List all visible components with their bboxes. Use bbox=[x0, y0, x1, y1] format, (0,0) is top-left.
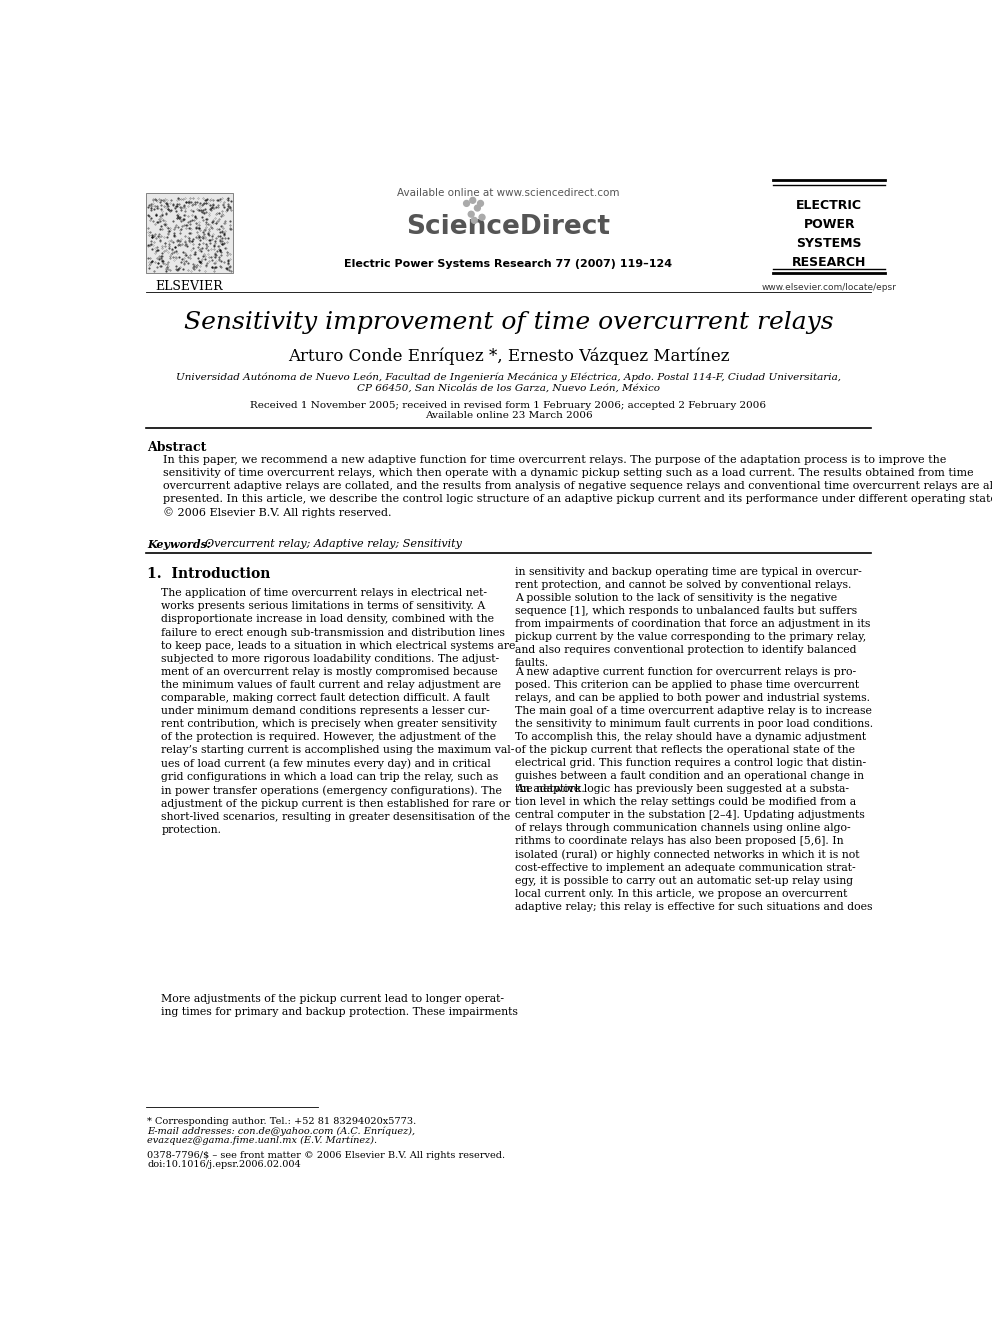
Text: Overcurrent relay; Adaptive relay; Sensitivity: Overcurrent relay; Adaptive relay; Sensi… bbox=[197, 540, 461, 549]
Circle shape bbox=[463, 201, 469, 206]
Text: E-mail addresses: con.de@yahoo.com (A.C. Enríquez),: E-mail addresses: con.de@yahoo.com (A.C.… bbox=[147, 1127, 416, 1136]
Text: A new adaptive current function for overcurrent relays is pro-
posed. This crite: A new adaptive current function for over… bbox=[515, 667, 873, 794]
Text: Available online at www.sciencedirect.com: Available online at www.sciencedirect.co… bbox=[397, 188, 620, 198]
Text: In this paper, we recommend a new adaptive function for time overcurrent relays.: In this paper, we recommend a new adapti… bbox=[163, 455, 992, 519]
Text: Universidad Autónoma de Nuevo León, Facultad de Ingeniería Mecánica y Eléctrica,: Universidad Autónoma de Nuevo León, Facu… bbox=[176, 373, 841, 382]
Circle shape bbox=[474, 205, 480, 210]
Text: Abstract: Abstract bbox=[147, 441, 206, 454]
Text: ScienceDirect: ScienceDirect bbox=[407, 214, 610, 241]
Circle shape bbox=[479, 214, 485, 220]
Text: Received 1 November 2005; received in revised form 1 February 2006; accepted 2 F: Received 1 November 2005; received in re… bbox=[250, 401, 767, 410]
Text: www.elsevier.com/locate/epsr: www.elsevier.com/locate/epsr bbox=[762, 283, 897, 292]
Text: An adaptive logic has previously been suggested at a substa-
tion level in which: An adaptive logic has previously been su… bbox=[515, 785, 872, 912]
Text: Available online 23 March 2006: Available online 23 March 2006 bbox=[425, 411, 592, 421]
Text: 1.  Introduction: 1. Introduction bbox=[147, 566, 271, 581]
FancyBboxPatch shape bbox=[146, 193, 232, 273]
Text: The application of time overcurrent relays in electrical net-
works presents ser: The application of time overcurrent rela… bbox=[161, 589, 516, 835]
Text: Keywords:: Keywords: bbox=[147, 540, 211, 550]
Text: Arturo Conde Enríquez *, Ernesto Vázquez Martínez: Arturo Conde Enríquez *, Ernesto Vázquez… bbox=[288, 348, 729, 365]
Text: CP 66450, San Nicolás de los Garza, Nuevo León, México: CP 66450, San Nicolás de los Garza, Nuev… bbox=[357, 384, 660, 393]
Text: More adjustments of the pickup current lead to longer operat-
ing times for prim: More adjustments of the pickup current l… bbox=[161, 994, 518, 1017]
Circle shape bbox=[468, 212, 474, 217]
Text: Electric Power Systems Research 77 (2007) 119–124: Electric Power Systems Research 77 (2007… bbox=[344, 259, 673, 269]
Text: ELECTRIC
POWER
SYSTEMS
RESEARCH: ELECTRIC POWER SYSTEMS RESEARCH bbox=[792, 198, 866, 269]
Circle shape bbox=[477, 201, 483, 206]
Circle shape bbox=[470, 197, 476, 204]
Text: in sensitivity and backup operating time are typical in overcur-
rent protection: in sensitivity and backup operating time… bbox=[515, 566, 870, 668]
Text: 0378-7796/$ – see front matter © 2006 Elsevier B.V. All rights reserved.: 0378-7796/$ – see front matter © 2006 El… bbox=[147, 1151, 505, 1159]
Text: evazquez@gama.fime.uanl.mx (E.V. Martínez).: evazquez@gama.fime.uanl.mx (E.V. Martíne… bbox=[147, 1136, 377, 1146]
Text: Sensitivity improvement of time overcurrent relays: Sensitivity improvement of time overcurr… bbox=[184, 311, 833, 335]
Text: ELSEVIER: ELSEVIER bbox=[156, 280, 223, 294]
Circle shape bbox=[471, 217, 477, 224]
Text: doi:10.1016/j.epsr.2006.02.004: doi:10.1016/j.epsr.2006.02.004 bbox=[147, 1160, 301, 1168]
Text: * Corresponding author. Tel.: +52 81 83294020x5773.: * Corresponding author. Tel.: +52 81 832… bbox=[147, 1118, 417, 1126]
